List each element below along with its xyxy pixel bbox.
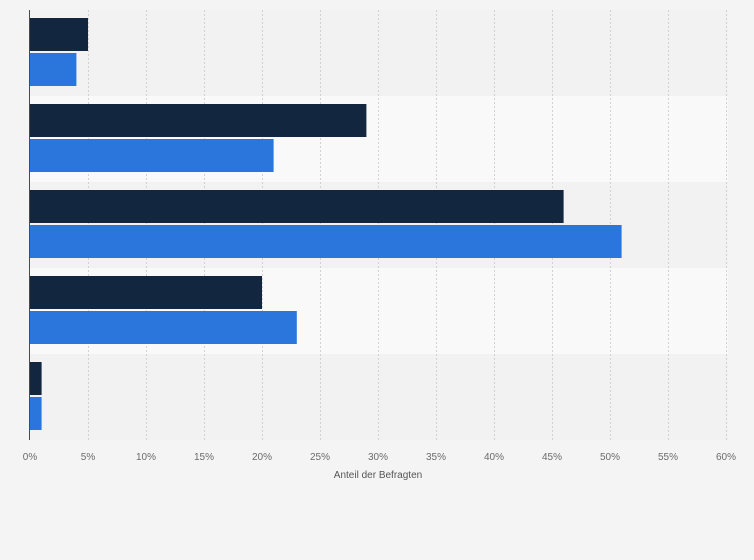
row-band [30, 10, 728, 96]
bar [30, 362, 42, 395]
x-tick-label: 30% [368, 452, 388, 463]
bars [30, 18, 622, 430]
bar [30, 53, 77, 86]
bar [30, 190, 564, 223]
x-tick-label: 35% [426, 452, 446, 463]
bar [30, 276, 262, 309]
x-tick-label: 55% [658, 452, 678, 463]
x-tick-label: 15% [194, 452, 214, 463]
x-tick-label: 0% [23, 452, 38, 463]
x-tick-label: 60% [716, 452, 736, 463]
row-band [30, 354, 728, 440]
x-tick-label: 50% [600, 452, 620, 463]
bar [30, 104, 367, 137]
bar [30, 225, 622, 258]
x-tick-label: 25% [310, 452, 330, 463]
x-tick-label: 40% [484, 452, 504, 463]
bar [30, 397, 42, 430]
x-axis-title: Anteil der Befragten [334, 470, 422, 481]
x-tick-label: 5% [81, 452, 96, 463]
x-tick-label: 45% [542, 452, 562, 463]
bar [30, 139, 274, 172]
x-tick-label: 20% [252, 452, 272, 463]
x-tick-labels: 0% 5% 10% 15% 20% 25% 30% 35% 40% 45% 50% 55% 60% [23, 452, 736, 463]
x-tick-label: 10% [136, 452, 156, 463]
bar [30, 311, 297, 344]
bar [30, 18, 88, 51]
